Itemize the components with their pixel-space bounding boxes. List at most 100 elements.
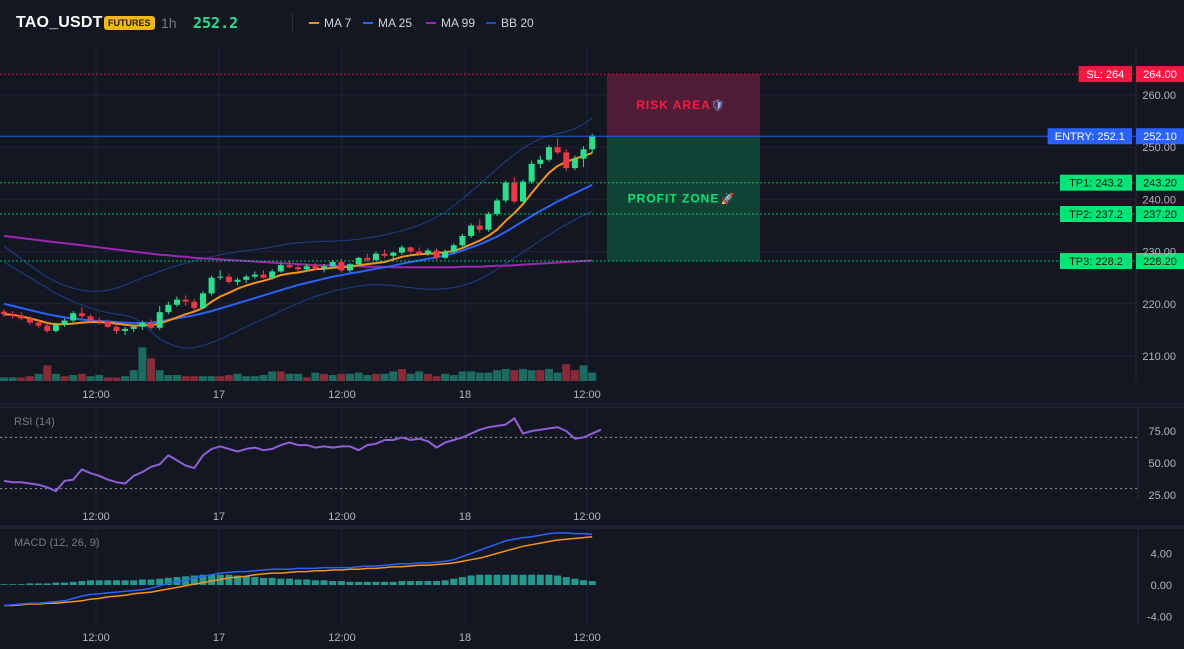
volume-bar: [69, 375, 78, 381]
candle[interactable]: [104, 321, 111, 327]
candle[interactable]: [113, 326, 120, 331]
candle[interactable]: [355, 257, 362, 265]
candle[interactable]: [52, 324, 59, 331]
level-price-label: 243.20: [1143, 178, 1177, 190]
candle[interactable]: [407, 247, 414, 252]
time-axis-tick: 12:00: [328, 511, 356, 523]
candle[interactable]: [468, 225, 475, 236]
candle[interactable]: [485, 214, 492, 230]
candle[interactable]: [416, 251, 423, 254]
macd-histogram-bar: [329, 581, 337, 585]
candle[interactable]: [165, 304, 172, 313]
candle[interactable]: [295, 267, 302, 270]
candle[interactable]: [442, 251, 449, 258]
candle[interactable]: [26, 318, 33, 323]
legend-ma7[interactable]: MA 7: [309, 16, 351, 30]
macd-histogram-bar: [190, 575, 198, 585]
candle[interactable]: [545, 147, 552, 160]
candle[interactable]: [191, 301, 198, 308]
candle[interactable]: [494, 200, 501, 215]
candle[interactable]: [208, 277, 215, 294]
candle[interactable]: [44, 325, 51, 331]
candle[interactable]: [554, 147, 561, 153]
candle[interactable]: [148, 322, 155, 328]
macd-histogram-bar: [104, 580, 112, 585]
candle[interactable]: [269, 271, 276, 278]
candle[interactable]: [537, 159, 544, 164]
volume-bar: [198, 376, 207, 381]
candle[interactable]: [234, 279, 241, 282]
candle[interactable]: [87, 316, 94, 321]
candle[interactable]: [347, 264, 353, 271]
candle[interactable]: [277, 265, 284, 272]
candle[interactable]: [312, 266, 319, 269]
candle[interactable]: [35, 322, 42, 326]
candle[interactable]: [243, 276, 250, 280]
volume-bar: [294, 373, 303, 381]
chart-header: TAO_USDT FUTURES 1h 252.2 MA 7 MA 25 MA …: [0, 0, 1184, 46]
macd-axis-tick: -4.00: [1147, 612, 1172, 624]
candle[interactable]: [1, 311, 7, 315]
volume-bar: [112, 377, 121, 381]
legend-ma99[interactable]: MA 99: [426, 16, 475, 30]
candle[interactable]: [156, 312, 163, 328]
candle[interactable]: [502, 182, 509, 201]
volume-bars: [0, 347, 597, 381]
symbol-title[interactable]: TAO_USDT: [16, 14, 103, 31]
candle[interactable]: [589, 135, 596, 150]
candle[interactable]: [303, 266, 310, 270]
volume-bar: [570, 370, 579, 381]
candle[interactable]: [9, 314, 16, 316]
candle[interactable]: [286, 265, 293, 268]
candle[interactable]: [390, 252, 397, 256]
candle[interactable]: [61, 320, 68, 325]
candle[interactable]: [511, 182, 518, 202]
macd-histogram-bar: [164, 577, 172, 585]
candle[interactable]: [70, 313, 77, 321]
legend-bb20[interactable]: BB 20: [486, 16, 534, 30]
level-price-tag: [1136, 174, 1184, 191]
volume-bar: [458, 371, 467, 381]
candle[interactable]: [182, 299, 189, 302]
candle[interactable]: [381, 253, 388, 256]
macd-histogram-bar: [355, 581, 363, 585]
macd-histogram-bar: [580, 580, 588, 585]
candle[interactable]: [372, 253, 379, 260]
interval-label[interactable]: 1h: [161, 15, 177, 31]
candle[interactable]: [18, 315, 25, 319]
macd-pane[interactable]: MACD (12, 26, 9): [0, 532, 596, 607]
candles[interactable]: [1, 133, 596, 336]
volume-bar: [129, 370, 138, 381]
candle[interactable]: [424, 250, 431, 254]
candle[interactable]: [96, 320, 103, 322]
candle[interactable]: [329, 262, 336, 267]
candle[interactable]: [433, 250, 440, 258]
candle[interactable]: [217, 276, 224, 278]
candle[interactable]: [78, 313, 85, 317]
candle[interactable]: [338, 262, 345, 271]
candle[interactable]: [364, 257, 371, 260]
candle[interactable]: [321, 266, 328, 269]
candle[interactable]: [580, 149, 587, 159]
rsi-pane[interactable]: RSI (14): [0, 416, 1138, 493]
candle[interactable]: [251, 274, 258, 277]
candle[interactable]: [260, 274, 267, 278]
candle[interactable]: [130, 326, 137, 329]
candle[interactable]: [225, 276, 232, 282]
legend-ma25[interactable]: MA 25: [363, 16, 412, 30]
candle[interactable]: [528, 163, 535, 182]
candle[interactable]: [199, 293, 206, 308]
candle[interactable]: [398, 247, 405, 253]
candle[interactable]: [459, 235, 466, 246]
candle[interactable]: [122, 328, 129, 331]
candle[interactable]: [174, 299, 180, 305]
candle[interactable]: [563, 152, 570, 169]
macd-histogram-bar: [285, 578, 293, 585]
candle[interactable]: [571, 158, 578, 169]
candle[interactable]: [139, 322, 146, 327]
candle[interactable]: [476, 225, 483, 230]
candle[interactable]: [450, 245, 457, 252]
level-tag-label: SL: 264: [1086, 69, 1124, 81]
candle[interactable]: [520, 181, 526, 202]
